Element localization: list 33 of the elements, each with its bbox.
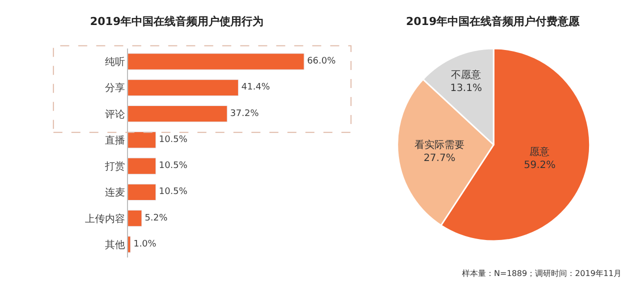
text: 样本量：N=1889；调研时间：2019年11月 (462, 269, 622, 278)
bar (128, 158, 156, 174)
data-label: 1.0% (133, 239, 157, 250)
data-label: 66.0% (307, 56, 336, 67)
data-label: 10.5% (158, 134, 188, 145)
y-tick-label: 纯听 (104, 56, 125, 68)
slice-label: 看实际需要 (414, 138, 464, 151)
y-tick-label: 分享 (104, 82, 125, 94)
data-label: 37.2% (230, 108, 260, 119)
slice-label: 不愿意 (451, 69, 482, 82)
chart-title: 2019年中国在线音频用户使用行为 (90, 15, 264, 28)
y-tick-label: 打赏 (104, 160, 125, 173)
data-label: 41.4% (241, 82, 270, 93)
y-tick-label: 直播 (104, 134, 125, 146)
bar (128, 184, 156, 201)
data-label: 27.7% (424, 152, 456, 164)
data-label: 13.1% (450, 83, 482, 94)
bar (128, 132, 156, 148)
data-label: 10.5% (158, 187, 188, 198)
bar (128, 53, 304, 70)
bar (128, 105, 228, 122)
bar (128, 210, 142, 227)
bar (128, 79, 239, 96)
chart-title: 2019年中国在线音频用户付费意愿 (406, 15, 581, 28)
y-tick-label: 上传内容 (84, 212, 125, 225)
slice-label: 愿意 (530, 146, 550, 158)
y-tick-label: 连麦 (104, 186, 125, 199)
y-tick-label: 评论 (104, 108, 125, 120)
data-label: 5.2% (144, 213, 168, 224)
data-label: 59.2% (524, 160, 556, 171)
data-label: 10.5% (158, 161, 188, 172)
y-tick-label: 其他 (104, 238, 125, 251)
bar (128, 236, 131, 253)
